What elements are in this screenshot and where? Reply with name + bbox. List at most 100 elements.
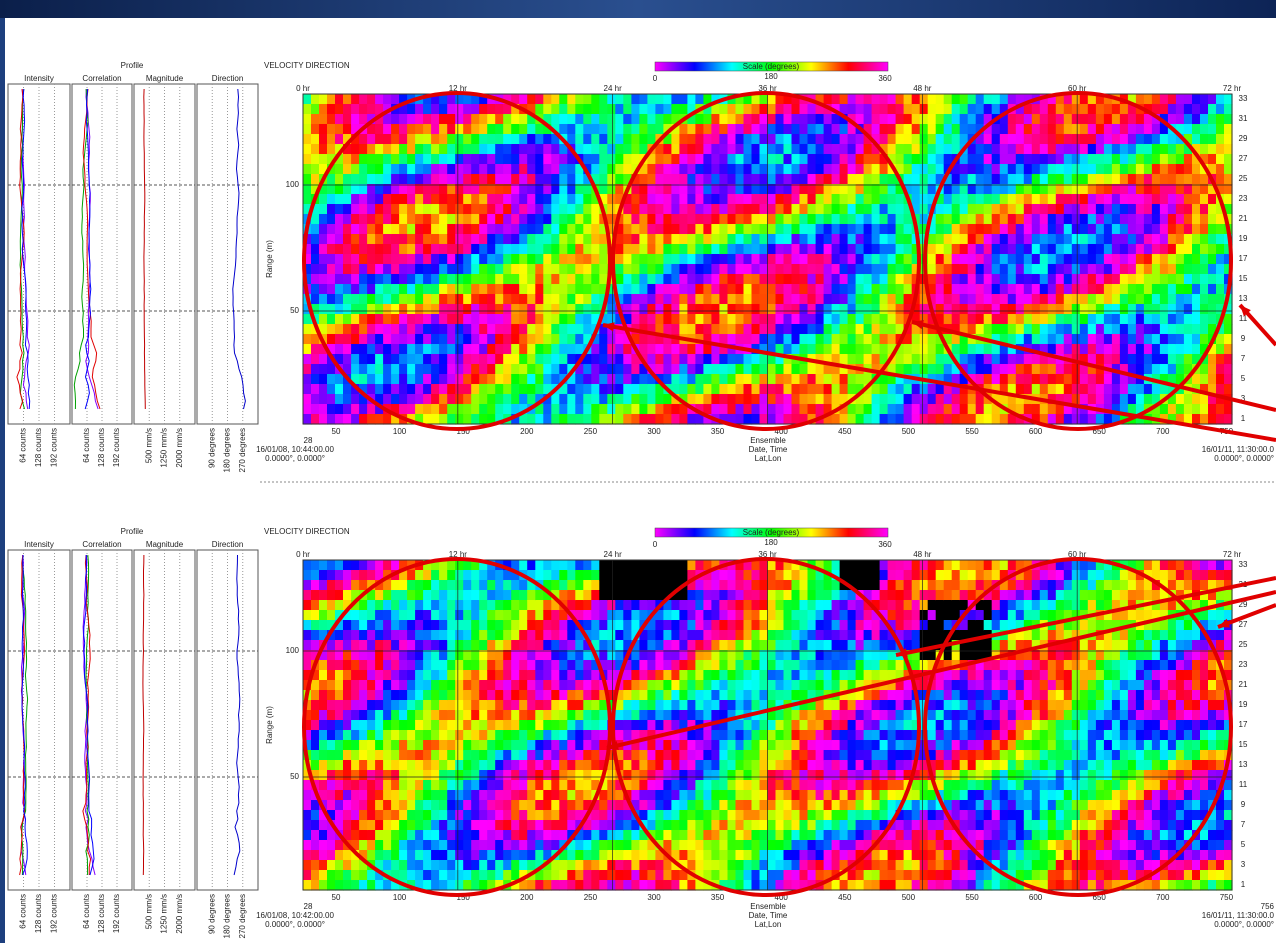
heatmap-cell	[383, 244, 392, 255]
heatmap-cell	[1096, 214, 1105, 225]
heatmap-cell	[463, 640, 472, 651]
heatmap-cell	[407, 610, 416, 621]
heatmap-cell	[639, 294, 648, 305]
heatmap-cell	[575, 404, 584, 415]
heatmap-cell	[808, 114, 817, 125]
heatmap-cell	[391, 620, 400, 631]
heatmap-cell	[1184, 194, 1193, 205]
heatmap-cell	[303, 660, 312, 671]
heatmap-cell	[736, 324, 745, 335]
heatmap-cell	[872, 334, 881, 345]
heatmap-cell	[1016, 154, 1025, 165]
heatmap-cell	[511, 790, 520, 801]
heatmap-cell	[311, 720, 320, 731]
heatmap-cell	[832, 154, 841, 165]
heatmap-cell	[359, 354, 368, 365]
heatmap-cell	[976, 394, 985, 405]
heatmap-cell	[1144, 94, 1153, 105]
heatmap-cell	[1104, 354, 1113, 365]
x-axis-label: Lat,Lon	[755, 454, 782, 463]
heatmap-cell	[303, 840, 312, 851]
heatmap-cell	[495, 394, 504, 405]
heatmap-cell	[399, 640, 408, 651]
heatmap-cell	[391, 254, 400, 265]
heatmap-cell	[888, 274, 897, 285]
heatmap-cell	[912, 344, 921, 355]
heatmap-cell	[1040, 234, 1049, 245]
heatmap-cell	[383, 670, 392, 681]
heatmap-cell	[391, 710, 400, 721]
heatmap-cell	[960, 404, 969, 415]
heatmap-cell	[335, 134, 344, 145]
heatmap-cell	[471, 750, 480, 761]
heatmap-cell	[976, 244, 985, 255]
heatmap-cell	[367, 710, 376, 721]
heatmap-cell	[447, 354, 456, 365]
heatmap-cell	[1104, 284, 1113, 295]
heatmap-cell	[431, 600, 440, 611]
heatmap-cell	[591, 394, 600, 405]
heatmap-cell	[335, 790, 344, 801]
heatmap-cell	[960, 104, 969, 115]
heatmap-cell	[1032, 274, 1041, 285]
heatmap-cell	[367, 134, 376, 145]
heatmap-cell	[647, 104, 656, 115]
heatmap-cell	[303, 174, 312, 185]
heatmap-cell	[511, 204, 520, 215]
heatmap-cell	[792, 114, 801, 125]
heatmap-cell	[671, 104, 680, 115]
heatmap-cell	[824, 154, 833, 165]
heatmap-cell	[768, 114, 777, 125]
heatmap-cell	[463, 404, 472, 415]
heatmap-cell	[1184, 174, 1193, 185]
heatmap-cell	[351, 194, 360, 205]
heatmap-cell	[872, 194, 881, 205]
heatmap-cell	[551, 254, 560, 265]
heatmap-cell	[303, 860, 312, 871]
heatmap-cell	[808, 164, 817, 175]
heatmap-cell	[479, 690, 488, 701]
heatmap-cell	[864, 104, 873, 115]
heatmap-cell	[455, 214, 464, 225]
heatmap-cell	[752, 124, 761, 135]
heatmap-cell	[487, 304, 496, 315]
heatmap-cell	[423, 740, 432, 751]
heatmap-cell	[487, 840, 496, 851]
heatmap-cell	[343, 870, 352, 881]
heatmap-cell	[968, 124, 977, 135]
heatmap-cell	[447, 384, 456, 395]
bin-label: 7	[1241, 354, 1246, 363]
heatmap-cell	[351, 750, 360, 761]
heatmap-cell	[487, 760, 496, 771]
heatmap-cell	[519, 710, 528, 721]
heatmap-cell	[703, 124, 712, 135]
heatmap-cell	[399, 840, 408, 851]
heatmap-cell	[319, 254, 328, 265]
heatmap-cell	[343, 810, 352, 821]
heatmap-cell	[407, 274, 416, 285]
heatmap-cell	[543, 404, 552, 415]
heatmap-cell	[880, 404, 889, 415]
heatmap-cell	[391, 820, 400, 831]
heatmap-cell	[327, 880, 336, 891]
heatmap-cell	[335, 860, 344, 871]
heatmap-cell	[399, 580, 408, 591]
profile-axis-label: 270 degrees	[238, 894, 247, 938]
heatmap-cell	[463, 670, 472, 681]
heatmap-cell	[1032, 114, 1041, 125]
heatmap-cell	[351, 334, 360, 345]
heatmap-cell	[639, 344, 648, 355]
heatmap-cell	[335, 394, 344, 405]
heatmap-cell	[535, 94, 544, 105]
heatmap-cell	[431, 404, 440, 415]
heatmap-cell	[832, 194, 841, 205]
heatmap-cell	[455, 284, 464, 295]
heatmap-cell	[351, 670, 360, 681]
heatmap-cell	[495, 810, 504, 821]
heatmap-cell	[359, 154, 368, 165]
heatmap-cell	[359, 840, 368, 851]
profile-axis-label: 500 mm/s	[144, 428, 153, 463]
heatmap-cell	[439, 620, 448, 631]
heatmap-cell	[511, 264, 520, 275]
heatmap-cell	[519, 580, 528, 591]
